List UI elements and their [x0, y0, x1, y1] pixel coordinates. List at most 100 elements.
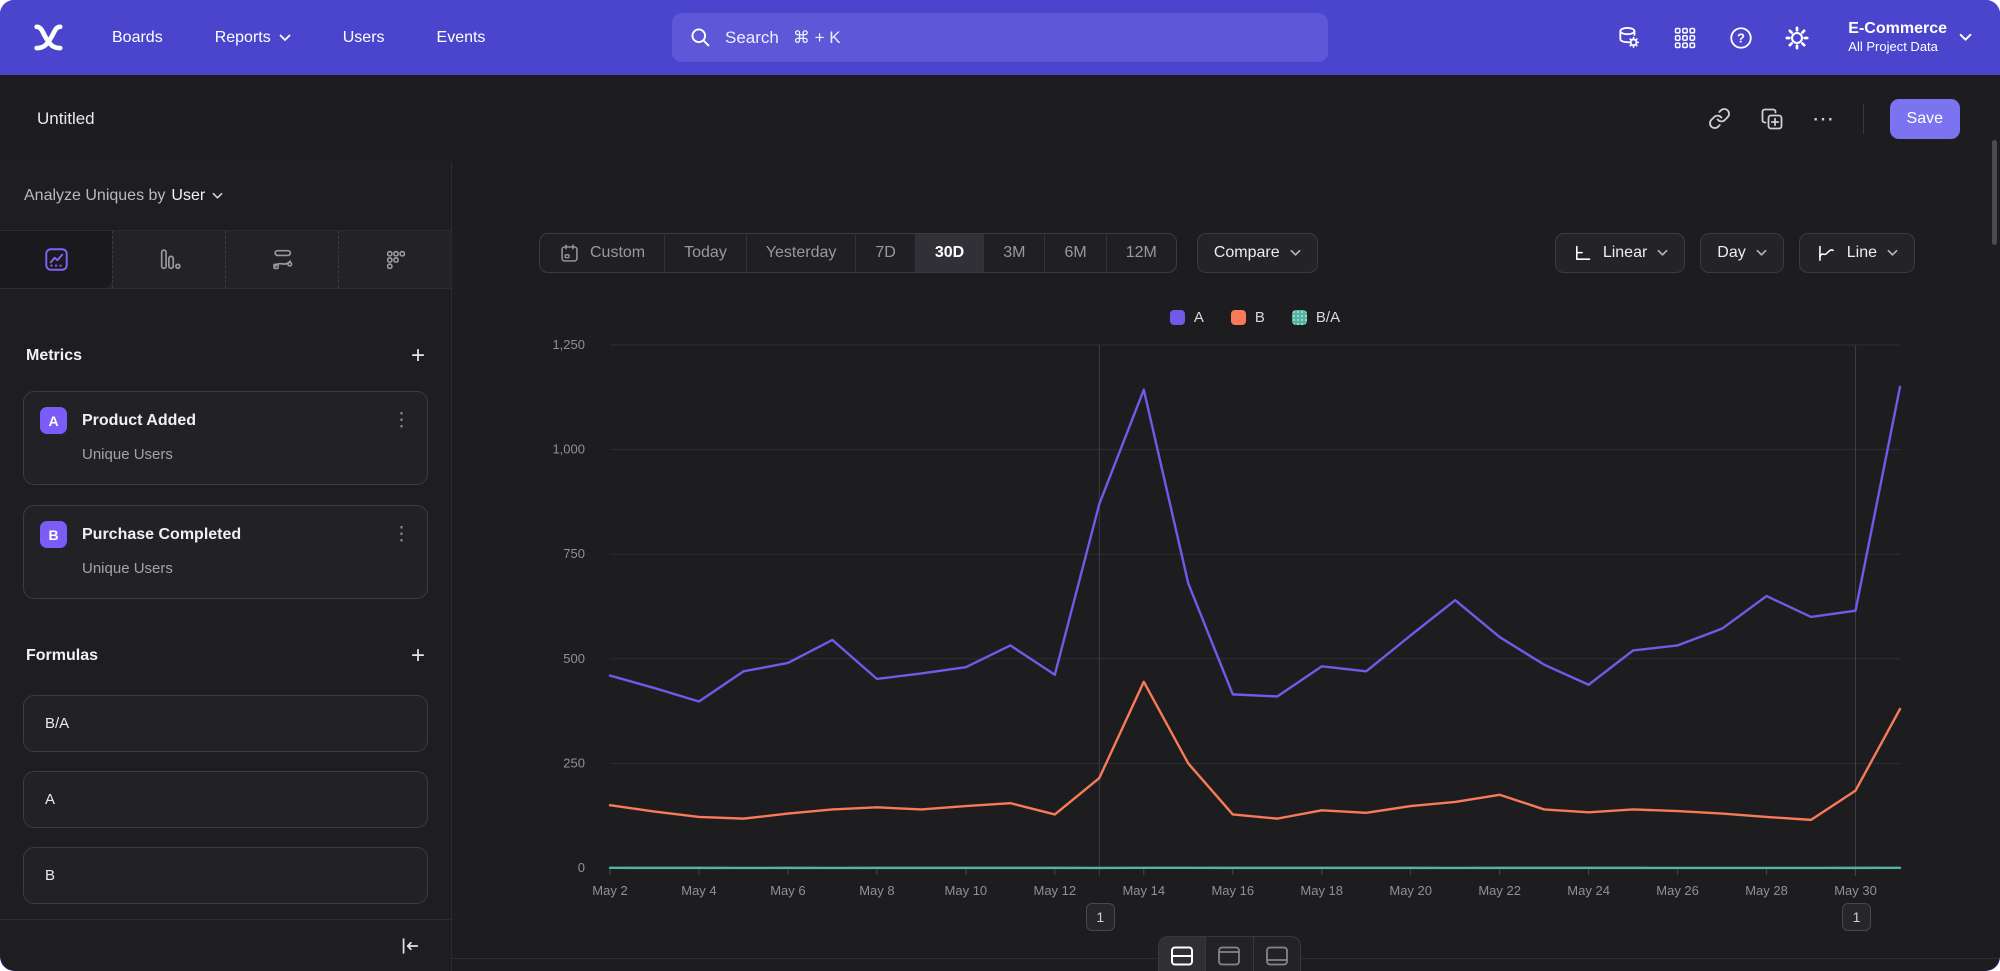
line-chart[interactable]: 0 250 500 750 1,000 1,250 May 2 May 4 May 6 May 8…: [452, 290, 2000, 955]
chart-type-dropdown[interactable]: Line: [1798, 233, 1915, 273]
date-range-12m[interactable]: 12M: [1105, 234, 1176, 272]
report-title[interactable]: Untitled: [37, 108, 95, 128]
layout-toggle-panel: [1158, 936, 1301, 971]
svg-text:500: 500: [563, 651, 585, 666]
scrollbar-thumb[interactable]: [1992, 140, 1997, 245]
chart-top-icon: [1218, 946, 1241, 966]
formula-card[interactable]: B: [23, 847, 428, 904]
add-metric-button[interactable]: +: [410, 342, 425, 369]
annotation-badge-2[interactable]: 1: [1842, 903, 1872, 931]
date-range-yesterday[interactable]: Yesterday: [745, 234, 856, 272]
svg-text:250: 250: [563, 755, 585, 770]
metric-card-a[interactable]: A Product Added ⋮ Unique Users: [23, 391, 428, 485]
metric-measure[interactable]: Unique Users: [82, 560, 173, 577]
formulas-section-header: Formulas +: [26, 642, 425, 669]
layout-option-table-bottom[interactable]: [1252, 937, 1300, 971]
tab-insights[interactable]: [0, 231, 112, 288]
metric-event-name: Purchase Completed: [82, 525, 242, 543]
metric-options-kebab-icon[interactable]: ⋮: [392, 524, 411, 545]
chart-canvas: 0 250 500 750 1,000 1,250 May 2 May 4 May 6 May 8…: [552, 337, 1902, 898]
nav-item-boards[interactable]: Boards: [112, 29, 163, 47]
date-range-30d[interactable]: 30D: [914, 234, 984, 272]
legend-label: B/A: [1315, 309, 1341, 326]
svg-text:May 20: May 20: [1389, 883, 1432, 898]
split-view-icon: [1171, 946, 1194, 966]
project-scope: All Project Data: [1848, 39, 1938, 55]
collapse-sidebar-icon[interactable]: [399, 935, 421, 957]
nav-item-users[interactable]: Users: [343, 29, 385, 47]
help-icon[interactable]: ?: [1728, 25, 1754, 51]
project-switcher[interactable]: E-Commerce All Project Data: [1848, 19, 1972, 55]
date-range-control: Custom Today Yesterday 7D 30D 3M 6M 12M: [539, 233, 1177, 273]
scale-label: Linear: [1602, 244, 1648, 261]
legend-item-a[interactable]: A: [1169, 309, 1204, 326]
svg-text:May 12: May 12: [1034, 883, 1077, 898]
legend-item-b[interactable]: B: [1230, 309, 1265, 326]
layout-option-split[interactable]: [1159, 937, 1206, 971]
retention-dots-icon: [386, 250, 405, 270]
date-range-label: 30D: [934, 244, 965, 261]
tab-retention[interactable]: [338, 231, 451, 288]
analyze-by-value: User: [171, 187, 206, 204]
y-scale-dropdown[interactable]: Linear: [1554, 233, 1686, 273]
compare-dropdown[interactable]: Compare: [1196, 233, 1318, 273]
add-formula-button[interactable]: +: [410, 642, 425, 669]
svg-text:May 22: May 22: [1478, 883, 1521, 898]
nav-item-reports[interactable]: Reports: [215, 29, 291, 47]
date-range-today[interactable]: Today: [664, 234, 746, 272]
tab-funnels[interactable]: [112, 231, 225, 288]
data-management-icon[interactable]: [1616, 25, 1642, 51]
sidebar-footer: [0, 919, 451, 971]
annotation-badge-1[interactable]: 1: [1085, 903, 1115, 931]
date-range-label: Today: [684, 244, 727, 261]
tab-flows[interactable]: [225, 231, 338, 288]
svg-text:May 28: May 28: [1745, 883, 1788, 898]
metrics-section-header: Metrics +: [26, 342, 425, 369]
date-range-3m[interactable]: 3M: [983, 234, 1044, 272]
mixpanel-logo-icon[interactable]: [30, 19, 68, 57]
chevron-down-icon: [1887, 249, 1898, 256]
formula-card[interactable]: A: [23, 771, 428, 828]
table-bottom-icon: [1265, 946, 1288, 966]
metric-letter-chip: A: [40, 407, 67, 434]
analyze-by-dropdown[interactable]: User: [171, 187, 223, 205]
svg-text:?: ?: [1737, 30, 1745, 45]
svg-text:May 10: May 10: [945, 883, 988, 898]
project-name: E-Commerce: [1848, 20, 1947, 38]
metric-card-b[interactable]: B Purchase Completed ⋮ Unique Users: [23, 505, 428, 599]
layout-option-chart-top[interactable]: [1205, 937, 1252, 971]
nav-label: Boards: [112, 28, 163, 46]
chevron-down-icon: [1959, 33, 1972, 41]
settings-gear-icon[interactable]: [1784, 25, 1810, 51]
formula-card[interactable]: B/A: [23, 695, 428, 752]
legend-item-b-over-a[interactable]: B/A: [1291, 309, 1341, 326]
nav-label: Users: [342, 28, 385, 46]
date-range-label: 3M: [1003, 244, 1026, 261]
date-range-label: Custom: [590, 244, 646, 261]
duplicate-icon[interactable]: [1759, 106, 1785, 132]
search-icon: [691, 28, 710, 47]
nav-label: Reports: [214, 28, 271, 46]
apps-grid-icon[interactable]: [1672, 25, 1698, 51]
calendar-icon: [561, 243, 578, 262]
line-chart-icon: [1818, 245, 1834, 261]
metric-measure[interactable]: Unique Users: [82, 446, 173, 463]
date-range-7d[interactable]: 7D: [855, 234, 914, 272]
nav-item-events[interactable]: Events: [437, 29, 486, 47]
svg-text:May 6: May 6: [770, 883, 805, 898]
date-range-6m[interactable]: 6M: [1044, 234, 1105, 272]
copy-link-icon[interactable]: [1707, 106, 1733, 132]
funnel-bars-icon: [160, 249, 181, 270]
search-input[interactable]: Search ⌘ + K: [672, 13, 1328, 62]
metric-options-kebab-icon[interactable]: ⋮: [392, 410, 411, 431]
date-range-custom[interactable]: Custom: [540, 234, 664, 272]
interval-dropdown[interactable]: Day: [1700, 233, 1784, 273]
metric-letter-chip: B: [40, 521, 67, 548]
analyze-uniques-row: Analyze Uniques by User: [0, 162, 451, 231]
more-menu-icon[interactable]: ⋯: [1812, 105, 1836, 131]
legend-swatch: [1291, 310, 1307, 325]
svg-text:May 16: May 16: [1211, 883, 1254, 898]
svg-text:May 24: May 24: [1567, 883, 1610, 898]
save-button[interactable]: Save: [1889, 98, 1960, 139]
linear-axis-icon: [1575, 245, 1591, 260]
